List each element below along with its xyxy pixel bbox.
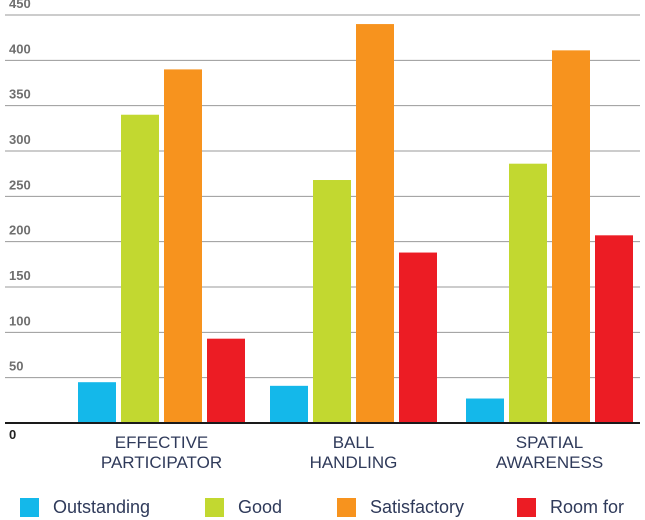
bar: [313, 180, 351, 423]
bar: [121, 114, 159, 423]
y-tick-label: 100: [9, 313, 31, 328]
y-axis-zero-label: 0: [9, 427, 16, 442]
y-tick-label: 250: [9, 177, 31, 192]
bar: [164, 69, 202, 424]
category-label: PARTICIPATOR: [101, 453, 222, 472]
legend-label: Room for: [550, 497, 625, 517]
legend-swatch: [517, 498, 536, 517]
y-tick-label: 450: [9, 0, 31, 11]
y-tick-label: 300: [9, 132, 31, 147]
bar: [509, 163, 547, 423]
bar: [399, 252, 437, 423]
category-label: BALL: [333, 433, 375, 452]
legend-item: Room for: [517, 495, 624, 520]
bar: [207, 338, 245, 423]
bar: [466, 398, 504, 423]
y-tick-label: 50: [9, 359, 23, 374]
y-tick-label: 350: [9, 87, 31, 102]
bar: [78, 382, 116, 423]
y-axis-tick-labels: 50 100 150 200 250 300 350 400 450: [9, 0, 31, 374]
legend-swatch: [205, 498, 224, 517]
y-tick-label: 400: [9, 41, 31, 56]
bar: [270, 385, 308, 423]
category-label: SPATIAL: [516, 433, 583, 452]
legend-item: Satisfactory: [337, 495, 464, 520]
legend-swatch: [337, 498, 356, 517]
legend-swatch: [20, 498, 39, 517]
legend-label: Outstanding: [53, 497, 151, 517]
bar-chart: 50 100 150 200 250 300 350 400 450 0 EFFECTIVEPA…: [5, 0, 640, 472]
legend-label: Satisfactory: [370, 497, 465, 517]
legend: Outstanding Good Satisfactory Room for: [0, 495, 645, 520]
bar: [356, 24, 394, 424]
bars: [78, 24, 633, 424]
bar: [595, 235, 633, 423]
legend-label: Good: [238, 497, 283, 517]
bar: [552, 50, 590, 424]
y-tick-label: 200: [9, 223, 31, 238]
legend-item: Outstanding: [20, 495, 150, 520]
y-tick-label: 150: [9, 268, 31, 283]
category-label: EFFECTIVE: [115, 433, 209, 452]
category-label: AWARENESS: [496, 453, 603, 472]
legend-item: Good: [205, 495, 282, 520]
category-label: HANDLING: [310, 453, 398, 472]
